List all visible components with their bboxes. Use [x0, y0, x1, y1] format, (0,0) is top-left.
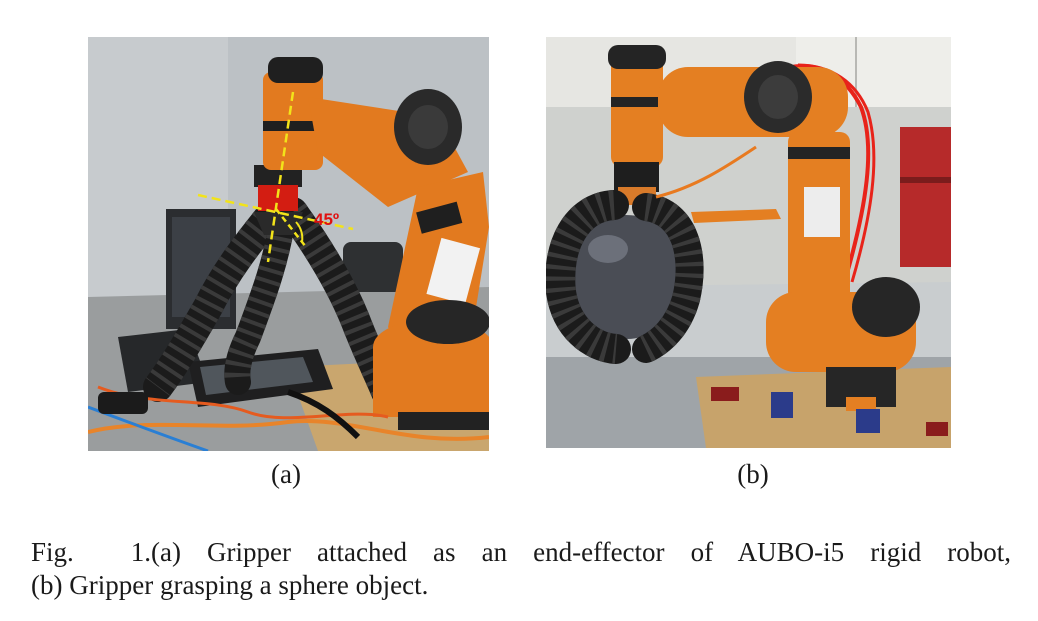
- caption-line-1: Fig. 1.(a) Gripper attached as an end-ef…: [31, 536, 1011, 569]
- photo-panel-b: [546, 37, 951, 448]
- panel-b-label: (b): [737, 459, 769, 489]
- caption-line-2: (b) Gripper grasping a sphere object.: [31, 570, 429, 600]
- figure-caption: Fig. 1.(a) Gripper attached as an end-ef…: [31, 536, 1011, 602]
- soft-gripper-on-aubo-robot-photo: 45º: [88, 37, 489, 451]
- panel-a-label: (a): [271, 459, 301, 489]
- figure-number: Fig. 1.: [31, 537, 151, 567]
- gripper-grasping-sphere-photo: [546, 37, 951, 448]
- photo-panel-a: 45º: [88, 37, 489, 451]
- caption-text-1: (a) Gripper attached as an end-effector …: [151, 537, 1011, 567]
- angle-annotation: 45º: [314, 210, 339, 229]
